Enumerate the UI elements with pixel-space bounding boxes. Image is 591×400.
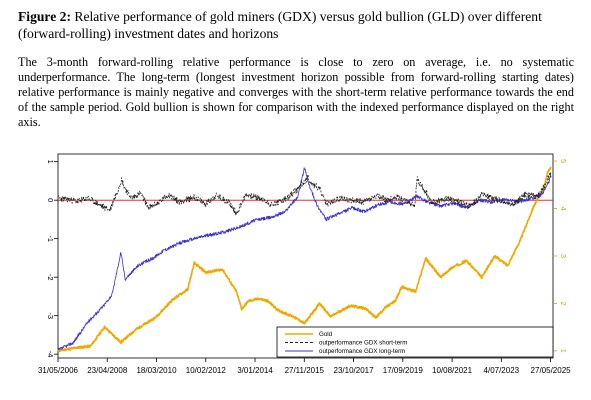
y-left-tick-label: -3 (46, 312, 55, 319)
x-tick-label: 4/07/2023 (484, 366, 520, 375)
y-left-tick-label: 1 (46, 160, 55, 164)
figure-caption: The 3-month forward-rolling relative per… (18, 55, 574, 129)
plot-frame (57, 153, 554, 359)
x-tick-label: 31/05/2006 (38, 366, 79, 375)
y-right-tick-label: 3 (559, 254, 568, 258)
legend-label: outperformance GDX long-term (319, 348, 405, 355)
y-right-tick-label: 1 (559, 349, 568, 353)
y-left-tick-label: -2 (46, 274, 55, 281)
figure-heading: Figure 2: Relative performance of gold m… (18, 8, 573, 42)
x-tick-label: 18/03/2010 (136, 366, 177, 375)
legend-box (276, 326, 554, 358)
series-line-gold (57, 166, 552, 353)
figure-label: Figure 2: (18, 9, 71, 24)
y-right-tick-label: 4 (559, 206, 568, 210)
x-tick-label: 17/09/2019 (383, 366, 424, 375)
x-tick-label: 23/10/2017 (334, 366, 375, 375)
y-left-tick-label: -1 (46, 235, 55, 242)
x-tick-label: 10/02/2012 (186, 366, 227, 375)
y-right-tick-label: 5 (559, 159, 568, 163)
legend-label: Gold (319, 331, 333, 338)
series-line-outperformance-gdx-short-term (57, 171, 552, 216)
x-tick-label: 10/08/2021 (432, 366, 473, 375)
x-tick-label: 23/04/2008 (87, 366, 128, 375)
figure-title: Relative performance of gold miners (GDX… (18, 9, 542, 41)
legend-label: outperformance GDX short-term (319, 340, 407, 347)
y-left-tick-label: -4 (46, 351, 55, 358)
y-left-tick-label: 0 (46, 198, 55, 202)
x-tick-label: 3/01/2014 (237, 366, 273, 375)
series-line-outperformance-gdx-long-term (57, 167, 552, 351)
x-tick-label: 27/05/2025 (531, 366, 572, 375)
y-right-tick-label: 2 (559, 301, 568, 305)
x-tick-label: 27/11/2015 (285, 366, 325, 375)
